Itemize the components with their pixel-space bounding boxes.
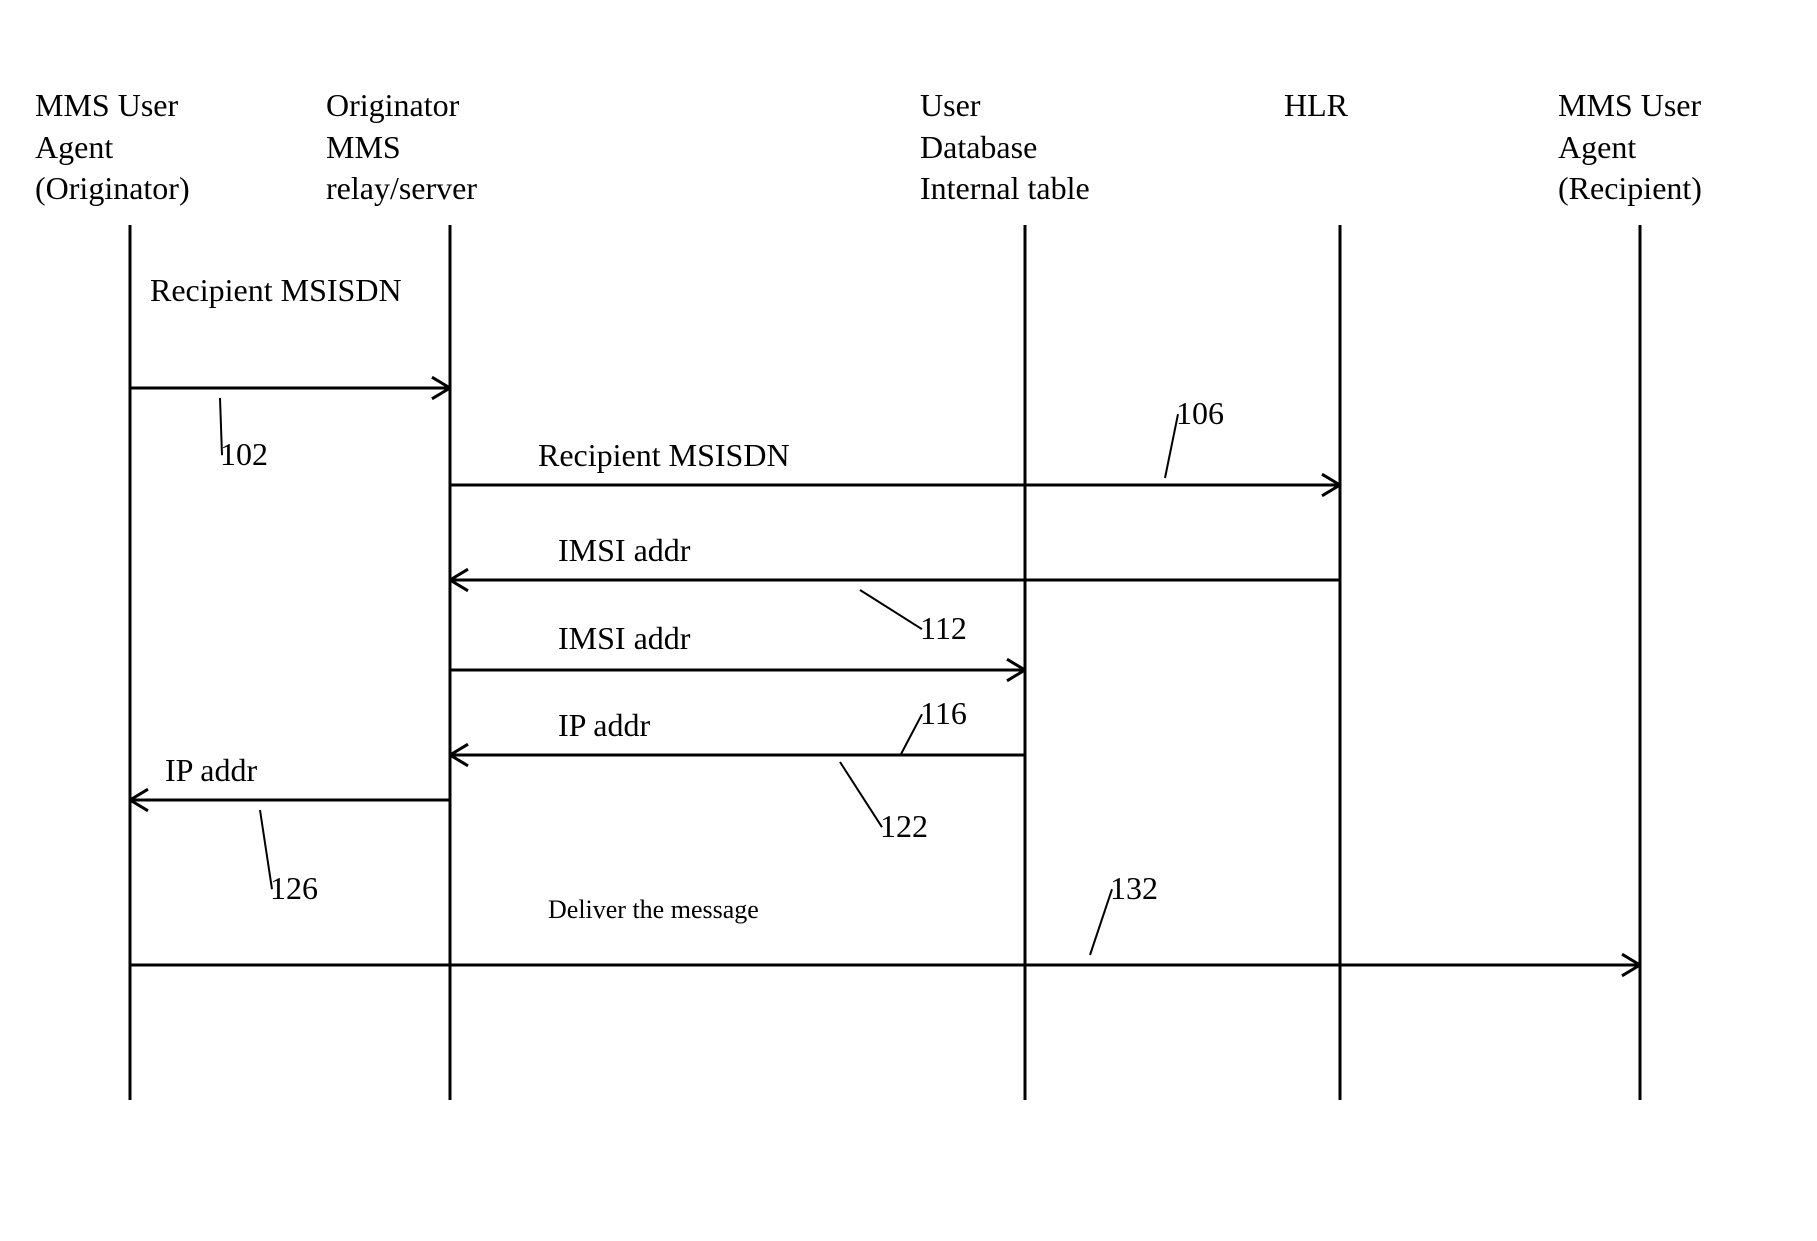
ref-102: 102	[220, 436, 268, 473]
actor-relay-label: Originator MMS relay/server	[326, 85, 477, 210]
ref-132: 132	[1110, 870, 1158, 907]
actor-hlr-label: HLR	[1284, 85, 1348, 127]
actor-originator-label: MMS User Agent (Originator)	[35, 85, 190, 210]
msg-m102-label: Recipient MSISDN	[150, 272, 402, 309]
msg-m106-label: Recipient MSISDN	[538, 437, 790, 474]
ref-126: 126	[270, 870, 318, 907]
msg-m126-label: IP addr	[165, 752, 257, 789]
actor-userdb-label: User Database Internal table	[920, 85, 1090, 210]
ref-106: 106	[1176, 395, 1224, 432]
ref-112: 112	[920, 610, 967, 647]
actor-recipient-label: MMS User Agent (Recipient)	[1558, 85, 1702, 210]
msg-m116-label: IP addr	[558, 707, 650, 744]
ref-116: 116	[920, 695, 967, 732]
sequence-diagram: MMS User Agent (Originator) Originator MM…	[0, 0, 1817, 1241]
msg-m112_back-label: IMSI addr	[558, 532, 690, 569]
msg-m132-label: Deliver the message	[548, 895, 759, 925]
diagram-svg	[0, 0, 1817, 1241]
msg-m112_fwd-label: IMSI addr	[558, 620, 690, 657]
ref-122: 122	[880, 808, 928, 845]
